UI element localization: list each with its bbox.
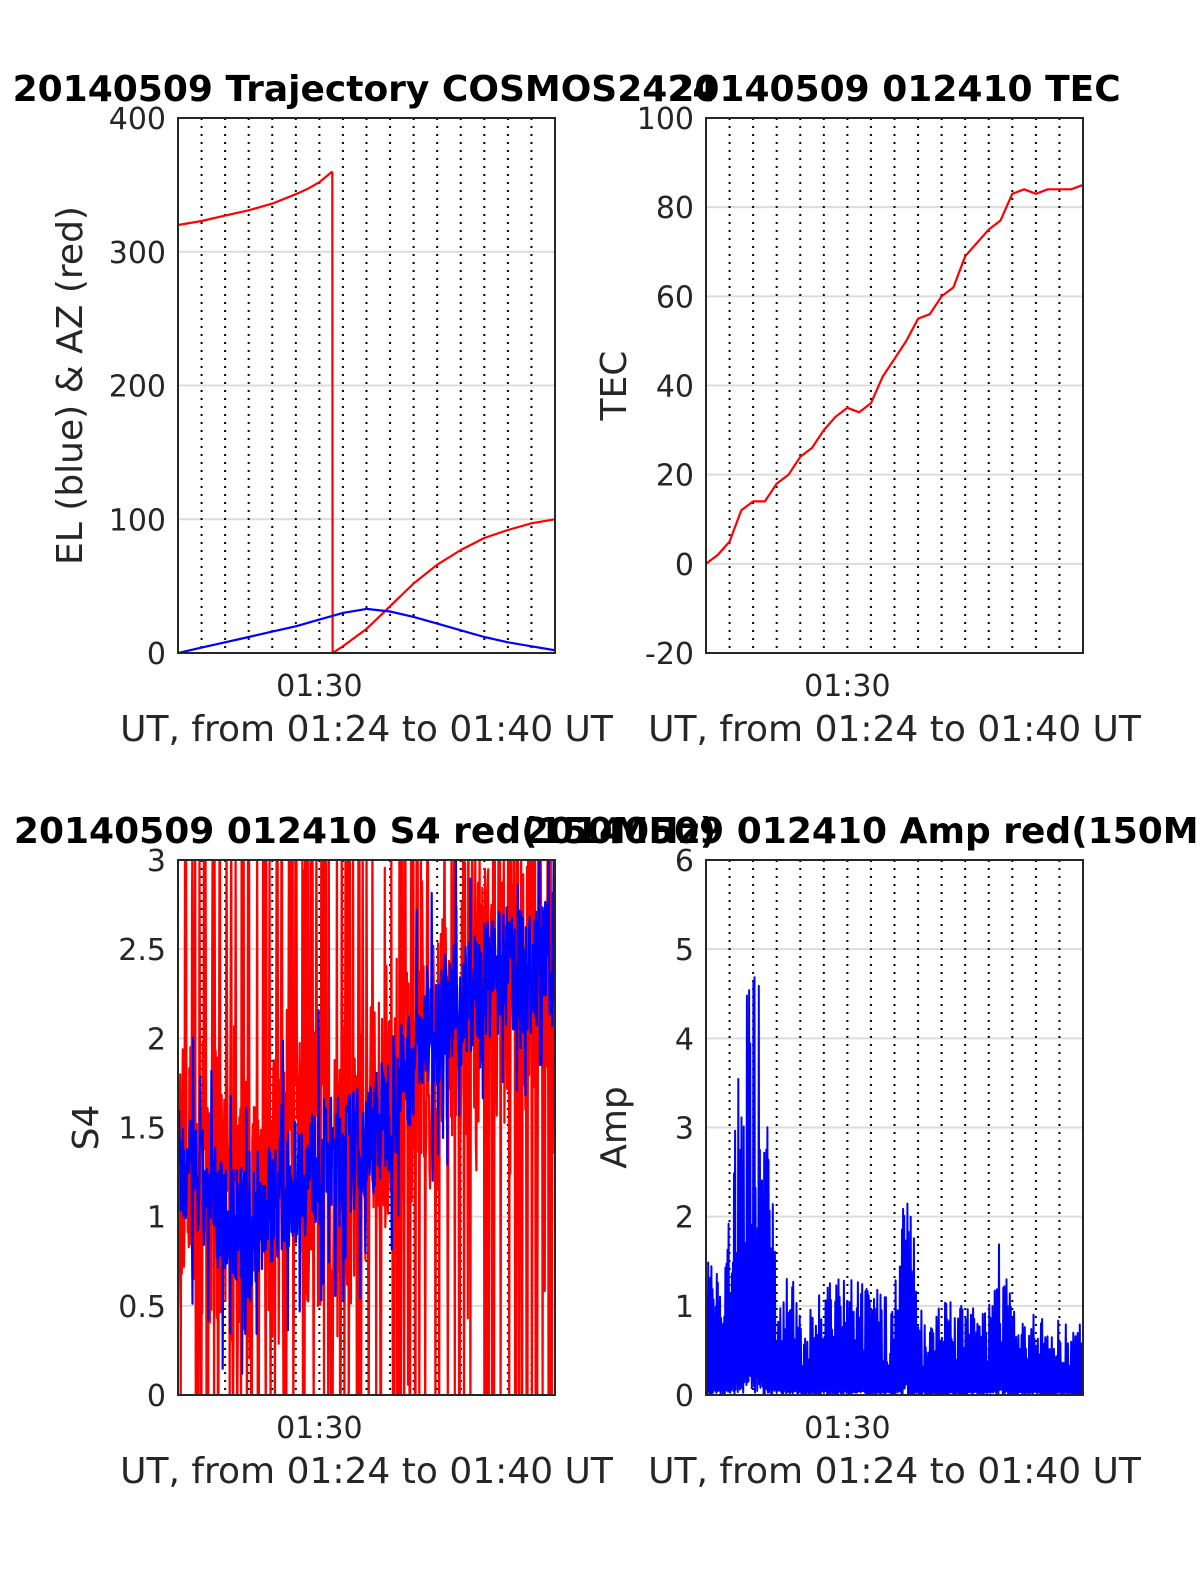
s4-ytick-label: 1.5 xyxy=(118,1112,166,1147)
tec-ytick-label: 40 xyxy=(656,370,694,405)
trajectory-ytick-label: 0 xyxy=(147,637,166,672)
trajectory-xtick-label: 01:30 xyxy=(276,669,362,704)
trajectory-yaxis-label: EL (blue) & AZ (red) xyxy=(50,206,91,565)
s4-xaxis-label: UT, from 01:24 to 01:40 UT xyxy=(120,1451,614,1492)
tec-ytick-label: -20 xyxy=(645,637,694,672)
amp-panel: 0 1 2 3 4 5 6 01:30 UT, from 01:24 to 01:40 UT Am… xyxy=(524,811,1200,1492)
trajectory-series-line xyxy=(332,518,555,653)
s4-axes-box xyxy=(177,859,556,1396)
s4-ytick-label: 0 xyxy=(147,1379,166,1414)
amp-ytick-label: 3 xyxy=(675,1112,694,1147)
s4-ytick-label: 2.5 xyxy=(118,933,166,968)
s4-panel: 0 0.5 1 1.5 2 2.5 3 01:30 UT, from 01:24 to 01:4… xyxy=(14,811,716,1492)
s4-chart-title: 20140509 012410 S4 red(150MHz) xyxy=(14,811,716,852)
amp-chart-title: 20140509 012410 Amp red(150MHz) xyxy=(524,811,1200,852)
trajectory-xaxis-label: UT, from 01:24 to 01:40 UT xyxy=(120,709,614,750)
s4-ytick-label: 2 xyxy=(147,1022,166,1057)
tec-xtick-label: 01:30 xyxy=(804,669,890,704)
amp-ytick-label: 5 xyxy=(675,933,694,968)
tec-series-line xyxy=(706,183,1083,565)
amp-ytick-label: 4 xyxy=(675,1022,694,1057)
amp-ytick-label: 6 xyxy=(675,844,694,879)
tec-yaxis-label: TEC xyxy=(594,351,635,422)
trajectory-series-line xyxy=(178,170,334,227)
amp-ytick-label: 0 xyxy=(675,1379,694,1414)
tec-ytick-label: 20 xyxy=(656,459,694,494)
trajectory-ytick-label: 300 xyxy=(109,236,166,271)
tec-ytick-label: 0 xyxy=(675,548,694,583)
amp-xtick-label: 01:30 xyxy=(804,1411,890,1446)
amp-yaxis-label: Amp xyxy=(594,1086,635,1169)
s4-series-line xyxy=(178,860,555,1375)
tec-xaxis-label: UT, from 01:24 to 01:40 UT xyxy=(648,709,1142,750)
s4-series-line xyxy=(178,860,555,1395)
amp-ytick-label: 2 xyxy=(675,1201,694,1236)
tec-ytick-label: 100 xyxy=(637,102,694,137)
tec-chart-title: 20140509 012410 TEC xyxy=(669,69,1120,110)
tec-ytick-label: 80 xyxy=(656,191,694,226)
tec-panel: -20 0 20 40 60 80 100 01:30 UT, from 01:24 to 01… xyxy=(594,69,1142,750)
trajectory-ytick-label: 200 xyxy=(109,370,166,405)
amp-series-line xyxy=(706,976,1083,1395)
amp-axes-box xyxy=(705,859,1084,1396)
tec-axes-box xyxy=(705,117,1084,654)
s4-ytick-label: 3 xyxy=(147,844,166,879)
s4-ytick-label: 0.5 xyxy=(118,1290,166,1325)
trajectory-ytick-label: 100 xyxy=(109,503,166,538)
s4-ytick-label: 1 xyxy=(147,1201,166,1236)
trajectory-chart-title: 20140509 Trajectory COSMOS2424 xyxy=(13,69,718,110)
amp-xaxis-label: UT, from 01:24 to 01:40 UT xyxy=(648,1451,1142,1492)
trajectory-axes-box xyxy=(177,117,556,654)
amp-ytick-label: 1 xyxy=(675,1290,694,1325)
s4-xtick-label: 01:30 xyxy=(276,1411,362,1446)
trajectory-series-line xyxy=(178,607,555,653)
s4-yaxis-label: S4 xyxy=(66,1105,107,1151)
tec-ytick-label: 60 xyxy=(656,280,694,315)
trajectory-ytick-label: 400 xyxy=(109,102,166,137)
